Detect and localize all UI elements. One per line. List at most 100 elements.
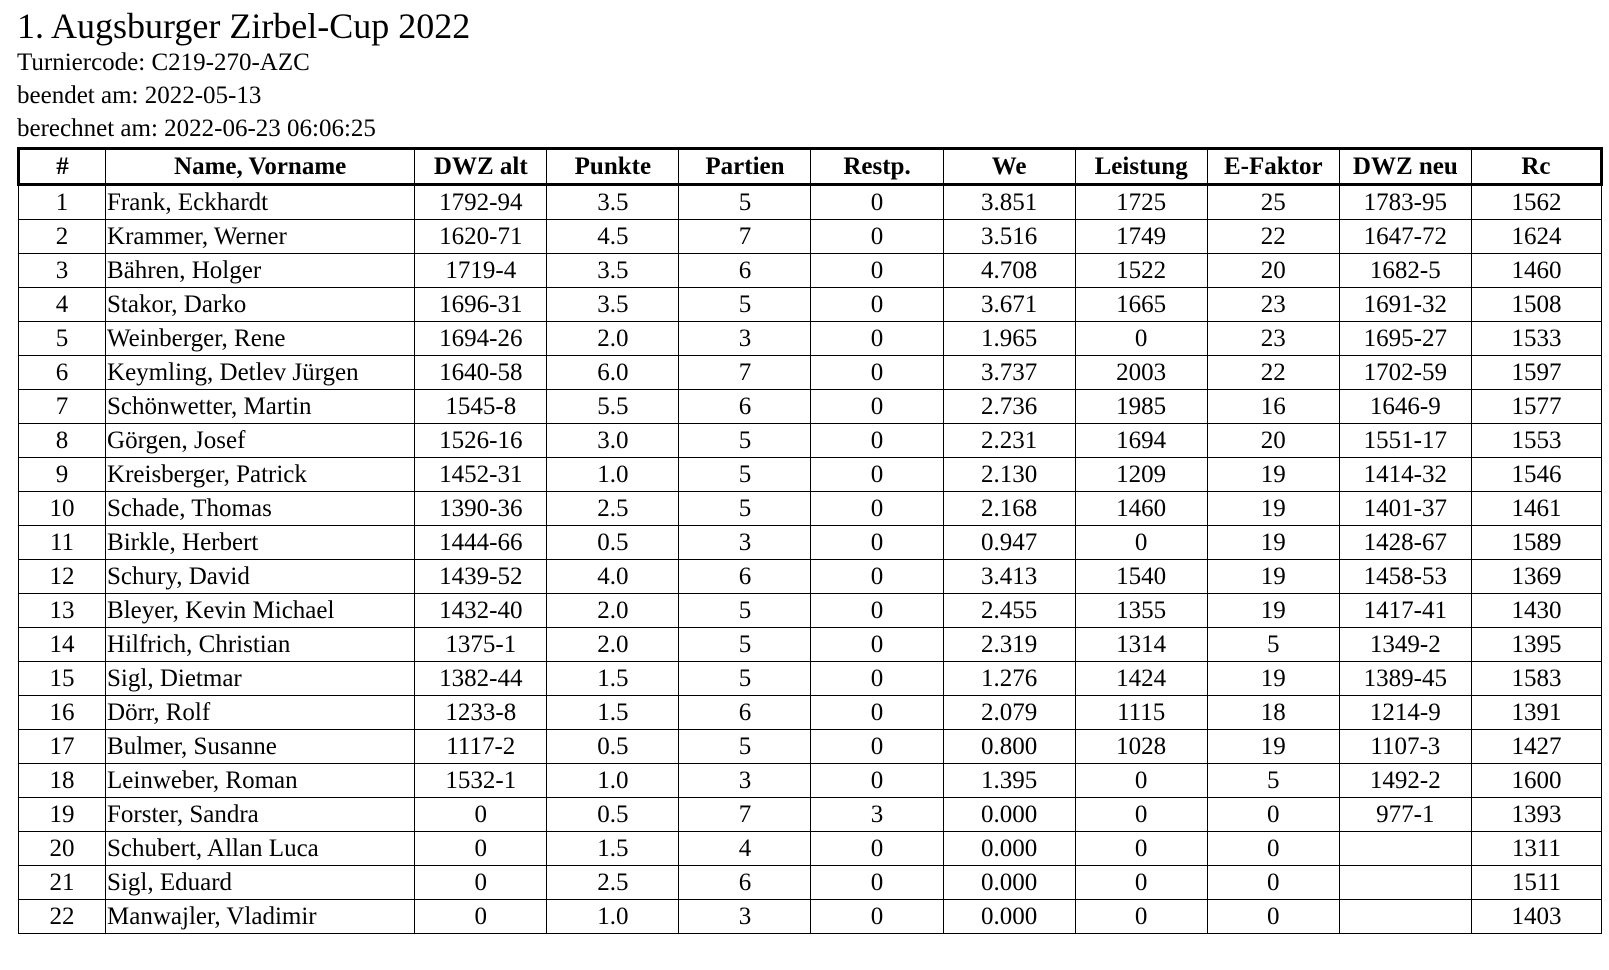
- cell-rank: 5: [17, 321, 106, 356]
- table-row: 11 Birkle, Herbert 1444-66 0.5 3 0 0.947 0 19 142…: [17, 525, 1603, 560]
- table-row: 15 Sigl, Dietmar 1382-44 1.5 5 0 1.276 1424 19 13…: [17, 661, 1603, 696]
- cell-performance: 2003: [1074, 355, 1208, 390]
- cell-e-factor: 22: [1206, 355, 1340, 390]
- cell-restp: 0: [810, 389, 944, 424]
- cell-games: 5: [678, 423, 811, 458]
- cell-rc: 1597: [1470, 355, 1603, 390]
- cell-dwz-new: 1646-9: [1338, 389, 1472, 424]
- cell-games: 4: [678, 831, 811, 866]
- cell-rc: 1403: [1470, 899, 1603, 934]
- cell-we: 0.000: [942, 831, 1076, 866]
- cell-name: Hilfrich, Christian: [105, 627, 415, 662]
- cell-dwz-old: 0: [414, 865, 547, 900]
- cell-rc: 1311: [1470, 831, 1603, 866]
- cell-dwz-new: 1647-72: [1338, 219, 1472, 254]
- cell-performance: 1665: [1074, 287, 1208, 322]
- cell-name: Weinberger, Rene: [105, 321, 415, 356]
- cell-games: 3: [678, 525, 811, 560]
- table-header-row: # Name, Vorname DWZ alt Punkte Partien R…: [16, 147, 1604, 186]
- cell-rank: 3: [17, 253, 106, 288]
- cell-dwz-old: 0: [414, 899, 547, 934]
- table-row: 12 Schury, David 1439-52 4.0 6 0 3.413 1540 19 14…: [17, 559, 1603, 594]
- cell-dwz-old: 1696-31: [414, 287, 547, 322]
- cell-dwz-old: 1792-94: [414, 184, 547, 220]
- rating-table: # Name, Vorname DWZ alt Punkte Partien R…: [16, 147, 1604, 934]
- cell-performance: 1355: [1074, 593, 1208, 628]
- cell-we: 2.130: [942, 457, 1076, 492]
- table-body: 1 Frank, Eckhardt 1792-94 3.5 5 0 3.851 1725 25 1…: [17, 184, 1603, 934]
- cell-name: Krammer, Werner: [105, 219, 415, 254]
- cell-rc: 1461: [1470, 491, 1603, 526]
- cell-e-factor: 25: [1206, 184, 1340, 220]
- cell-rc: 1460: [1470, 253, 1603, 288]
- col-header-restp: Restp.: [810, 147, 944, 186]
- cell-dwz-old: 1375-1: [414, 627, 547, 662]
- cell-name: Manwajler, Vladimir: [105, 899, 415, 934]
- col-header-performance: Leistung: [1074, 147, 1208, 186]
- cell-points: 3.0: [546, 423, 679, 458]
- cell-dwz-new: 1492-2: [1338, 763, 1472, 798]
- document-title: 1. Augsburger Zirbel-Cup 2022: [17, 6, 471, 46]
- cell-we: 2.168: [942, 491, 1076, 526]
- cell-dwz-new: 1401-37: [1338, 491, 1472, 526]
- cell-points: 2.0: [546, 321, 679, 356]
- cell-we: 0.947: [942, 525, 1076, 560]
- cell-name: Bähren, Holger: [105, 253, 415, 288]
- cell-e-factor: 23: [1206, 321, 1340, 356]
- cell-games: 7: [678, 355, 811, 390]
- table-row: 7 Schönwetter, Martin 1545-8 5.5 6 0 2.736 1985…: [17, 389, 1603, 424]
- cell-dwz-old: 1545-8: [414, 389, 547, 424]
- cell-points: 3.5: [546, 184, 679, 220]
- cell-performance: 1028: [1074, 729, 1208, 764]
- cell-we: 2.231: [942, 423, 1076, 458]
- cell-points: 4.0: [546, 559, 679, 594]
- cell-restp: 0: [810, 525, 944, 560]
- cell-we: 4.708: [942, 253, 1076, 288]
- cell-dwz-new: 1414-32: [1338, 457, 1472, 492]
- cell-we: 1.276: [942, 661, 1076, 696]
- cell-dwz-old: 1694-26: [414, 321, 547, 356]
- cell-we: 1.965: [942, 321, 1076, 356]
- table-row: 10 Schade, Thomas 1390-36 2.5 5 0 2.168 1460 19 1…: [17, 491, 1603, 526]
- cell-rank: 16: [17, 695, 106, 730]
- cell-dwz-new: [1338, 831, 1472, 866]
- cell-rank: 14: [17, 627, 106, 662]
- col-header-dwz-old: DWZ alt: [414, 147, 547, 186]
- cell-dwz-old: 1719-4: [414, 253, 547, 288]
- cell-performance: 1115: [1074, 695, 1208, 730]
- cell-rank: 21: [17, 865, 106, 900]
- cell-e-factor: 20: [1206, 253, 1340, 288]
- cell-name: Leinweber, Roman: [105, 763, 415, 798]
- cell-name: Bulmer, Susanne: [105, 729, 415, 764]
- cell-dwz-new: 1214-9: [1338, 695, 1472, 730]
- cell-performance: 1460: [1074, 491, 1208, 526]
- cell-games: 7: [678, 797, 811, 832]
- cell-name: Dörr, Rolf: [105, 695, 415, 730]
- col-header-rc: Rc: [1470, 147, 1604, 186]
- cell-dwz-new: 1349-2: [1338, 627, 1472, 662]
- cell-dwz-new: 1417-41: [1338, 593, 1472, 628]
- cell-points: 2.0: [546, 627, 679, 662]
- cell-points: 3.5: [546, 287, 679, 322]
- cell-rank: 22: [17, 899, 106, 934]
- cell-rc: 1393: [1470, 797, 1603, 832]
- cell-rc: 1562: [1470, 184, 1603, 220]
- col-header-dwz-new: DWZ neu: [1338, 147, 1472, 186]
- cell-restp: 0: [810, 831, 944, 866]
- cell-dwz-old: 1117-2: [414, 729, 547, 764]
- cell-points: 3.5: [546, 253, 679, 288]
- cell-points: 0.5: [546, 729, 679, 764]
- cell-we: 3.516: [942, 219, 1076, 254]
- cell-e-factor: 19: [1206, 525, 1340, 560]
- cell-restp: 0: [810, 729, 944, 764]
- cell-e-factor: 19: [1206, 593, 1340, 628]
- cell-restp: 0: [810, 661, 944, 696]
- cell-restp: 3: [810, 797, 944, 832]
- cell-games: 6: [678, 695, 811, 730]
- cell-restp: 0: [810, 321, 944, 356]
- cell-rank: 6: [17, 355, 106, 390]
- cell-games: 6: [678, 253, 811, 288]
- cell-rank: 11: [17, 525, 106, 560]
- cell-rank: 18: [17, 763, 106, 798]
- table-row: 3 Bähren, Holger 1719-4 3.5 6 0 4.708 1522 20 168…: [17, 253, 1603, 288]
